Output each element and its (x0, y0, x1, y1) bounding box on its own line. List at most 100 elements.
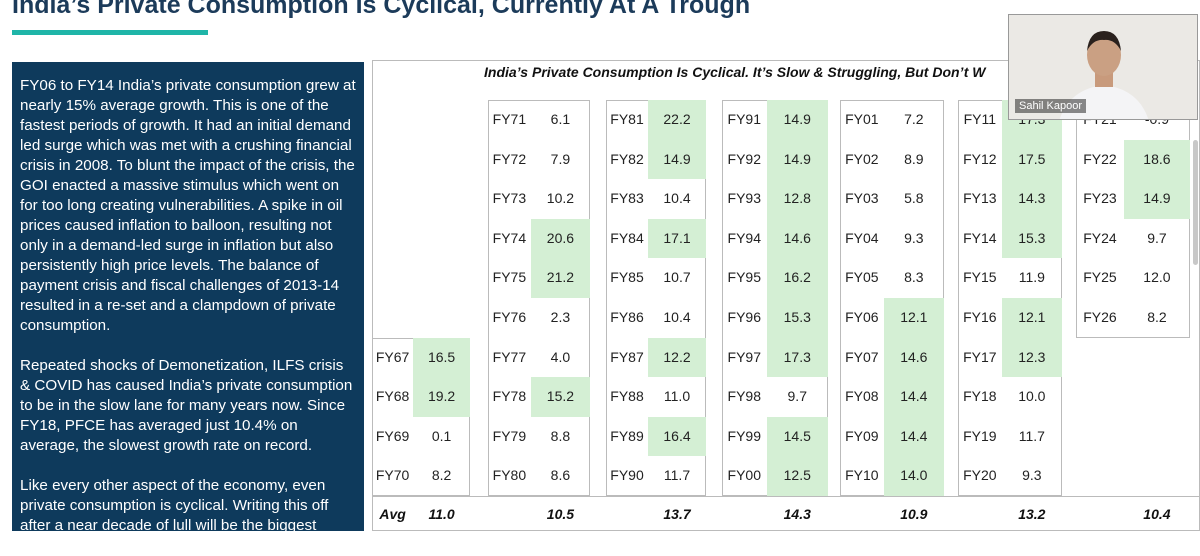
highlight-cell (883, 337, 944, 378)
fy-label: FY03 (845, 190, 879, 207)
fy-label: FY06 (845, 309, 879, 325)
growth-value: 17.5 (1018, 150, 1046, 167)
fy-label: FY07 (845, 348, 879, 365)
highlight-cell (648, 218, 706, 259)
highlight-cell (530, 218, 590, 259)
fy-label: FY26 (1083, 309, 1117, 325)
scrollbar[interactable] (1193, 140, 1198, 265)
growth-value: 8.2 (1147, 309, 1167, 325)
fy-label: FY68 (375, 388, 410, 405)
fy-label: FY94 (727, 229, 761, 246)
growth-value: 10.4 (663, 309, 691, 325)
fy-label: FY14 (963, 229, 997, 246)
highlight-cell (648, 337, 706, 378)
decade-group (488, 100, 590, 496)
page: India’s Private Consumption Is Cyclical,… (12, 0, 1200, 554)
highlight-cell (766, 416, 828, 457)
growth-value: 12.3 (1018, 348, 1046, 365)
fy-label: FY24 (1083, 229, 1117, 246)
fy-label: FY11 (963, 111, 997, 127)
growth-value: 8.6 (550, 467, 571, 484)
fy-label: FY74 (492, 229, 527, 246)
table-title: India’s Private Consumption Is Cyclical.… (484, 64, 986, 80)
avg-value: 10.5 (546, 506, 575, 522)
fy-label: FY19 (963, 427, 997, 444)
paragraph: FY06 to FY14 India’s private consumption… (20, 77, 356, 334)
video-tile: Sahil Kapoor (1008, 14, 1198, 120)
growth-value: 14.4 (900, 388, 928, 405)
fy-label: FY13 (963, 190, 997, 207)
fy-label: FY76 (492, 309, 527, 325)
growth-value: 8.9 (904, 150, 924, 167)
highlight-cell (530, 258, 590, 298)
fy-label: FY02 (845, 150, 879, 167)
growth-value: 7.9 (550, 150, 571, 167)
growth-value: 11.0 (663, 388, 691, 405)
fy-label: FY78 (492, 388, 527, 405)
growth-value: 18.6 (1143, 150, 1171, 167)
growth-value: 10.2 (546, 190, 575, 207)
fy-label: FY17 (963, 348, 997, 365)
growth-value: 11.7 (1018, 427, 1045, 444)
highlight-cell (766, 337, 828, 378)
growth-value: 9.3 (904, 229, 924, 246)
highlight-cell (883, 456, 944, 496)
fy-label: FY99 (727, 427, 761, 444)
fy-label: FY67 (375, 348, 410, 365)
fy-label: FY22 (1083, 150, 1117, 167)
growth-value: 14.5 (783, 427, 811, 444)
fy-label: FY08 (845, 388, 879, 405)
highlight-cell (883, 377, 944, 417)
growth-value: 15.3 (783, 309, 811, 325)
fy-label: FY84 (610, 229, 644, 246)
fy-label: FY86 (610, 309, 644, 325)
avg-value: 14.3 (783, 506, 811, 522)
growth-value: 14.0 (900, 467, 928, 484)
highlight-cell (1001, 139, 1062, 180)
growth-value: 5.8 (904, 190, 924, 207)
growth-value: 14.4 (900, 427, 928, 444)
avg-divider (372, 496, 1200, 497)
fy-label: FY73 (492, 190, 527, 207)
fy-label: FY69 (375, 427, 410, 444)
avg-value: 13.2 (1018, 506, 1046, 522)
paragraph: Like every other aspect of the economy, … (20, 477, 329, 554)
fy-label: FY15 (963, 269, 997, 286)
growth-value: 12.1 (900, 309, 928, 325)
growth-value: 10.0 (1018, 388, 1046, 405)
highlight-cell (766, 179, 828, 219)
growth-value: 9.7 (1147, 229, 1167, 246)
growth-value: 10.7 (663, 269, 691, 286)
fy-label: FY91 (727, 111, 761, 127)
sidebar: FY06 to FY14 India’s private consumption… (12, 62, 364, 554)
avg-label: Avg (379, 506, 406, 522)
growth-value: 14.6 (900, 348, 928, 365)
avg-value: 11.0 (428, 506, 455, 522)
fy-label: FY00 (727, 467, 761, 484)
growth-value: 15.2 (546, 388, 575, 405)
growth-value: 8.2 (431, 467, 452, 484)
growth-value: 14.6 (783, 229, 811, 246)
growth-value: 9.3 (1022, 467, 1042, 484)
fy-label: FY89 (610, 427, 644, 444)
fy-label: FY82 (610, 150, 644, 167)
fy-label: FY96 (727, 309, 761, 325)
growth-value: 14.3 (1018, 190, 1046, 207)
fy-label: FY88 (610, 388, 644, 405)
growth-value: 19.2 (427, 388, 456, 405)
fy-label: FY92 (727, 150, 761, 167)
paragraph: Repeated shocks of Demonetization, ILFS … (20, 357, 353, 454)
fy-label: FY70 (375, 467, 410, 484)
fy-label: FY83 (610, 190, 644, 207)
fy-label: FY05 (845, 269, 879, 286)
highlight-cell (766, 258, 828, 298)
growth-value: 8.8 (550, 427, 571, 444)
growth-value: 16.5 (427, 348, 456, 365)
growth-value: 4.0 (550, 348, 571, 365)
fy-label: FY77 (492, 348, 527, 365)
highlight-cell (766, 298, 828, 338)
highlight-cell (766, 100, 828, 140)
fy-label: FY10 (845, 467, 879, 484)
avg-value: 10.9 (900, 506, 928, 522)
growth-value: 12.0 (1143, 269, 1171, 286)
